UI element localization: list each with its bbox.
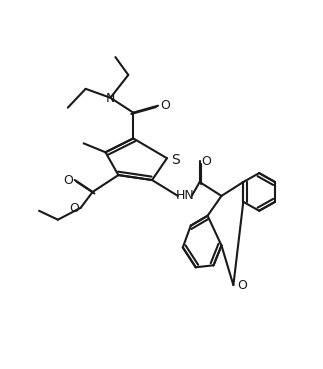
Text: O: O (69, 202, 79, 215)
Text: O: O (202, 155, 212, 168)
Text: O: O (63, 173, 73, 187)
Text: S: S (172, 153, 180, 167)
Text: N: N (106, 92, 115, 105)
Text: O: O (160, 99, 170, 112)
Text: HN: HN (175, 189, 194, 203)
Text: O: O (237, 279, 247, 292)
